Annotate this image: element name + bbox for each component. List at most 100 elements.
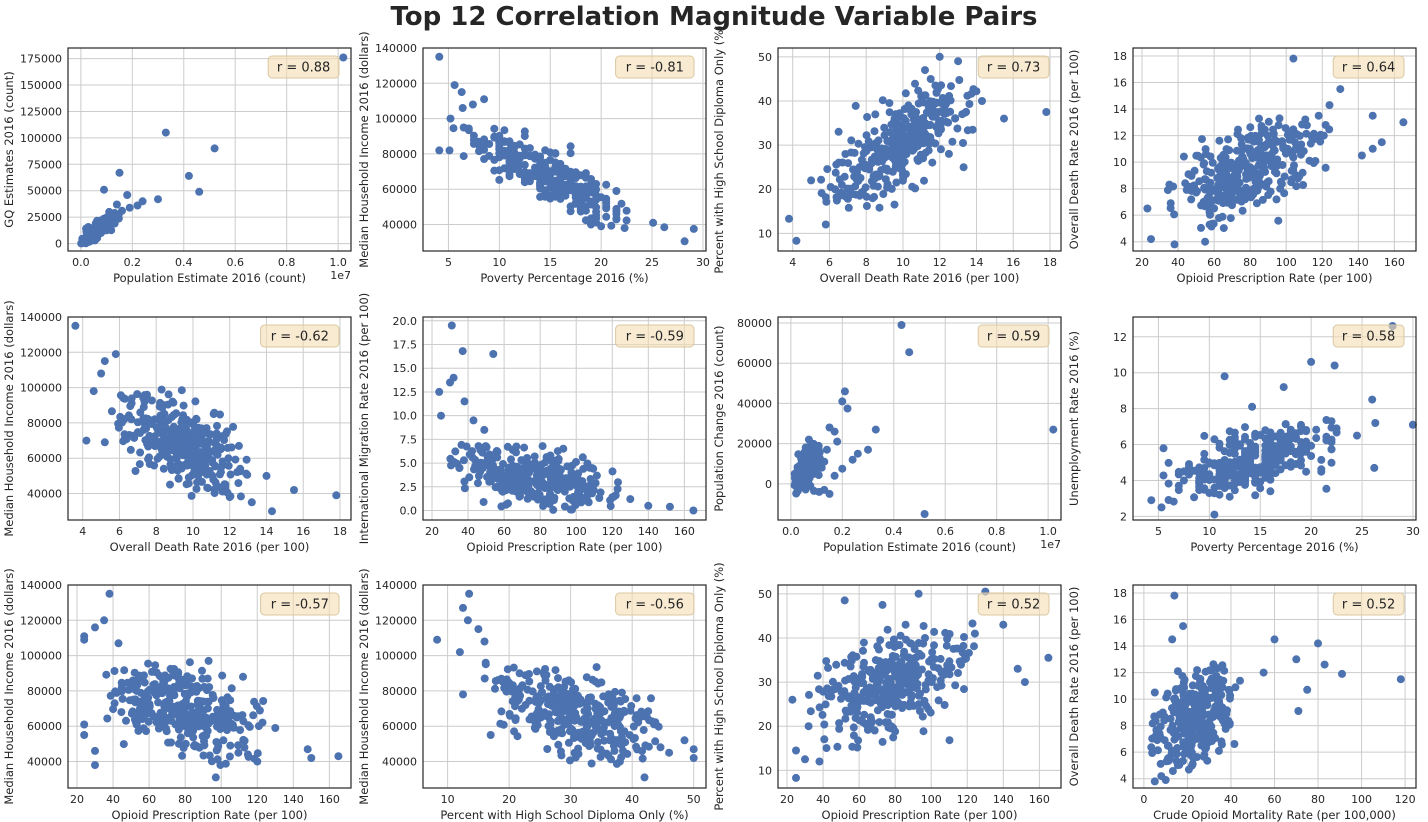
x-tick-label: 40 (1171, 256, 1185, 269)
data-point (541, 672, 550, 681)
data-point (100, 438, 109, 447)
data-point (925, 657, 934, 666)
x-tick-label: 12 (223, 525, 237, 538)
data-point (97, 369, 106, 378)
data-point (1294, 707, 1303, 715)
y-axis-label: Unemployment Rate 2016 (%) (1067, 331, 1081, 506)
data-point (1286, 129, 1295, 138)
data-point (133, 418, 142, 427)
data-point (875, 203, 884, 212)
y-tick-label: 17.5 (393, 339, 418, 352)
data-point (964, 648, 973, 657)
data-point (1226, 192, 1234, 201)
data-point (571, 173, 580, 182)
data-point (1234, 125, 1242, 134)
data-point (179, 401, 188, 410)
data-point (1214, 192, 1223, 201)
y-axis-label: Median Household Income 2016 (dollars) (2, 300, 16, 536)
data-point (451, 447, 460, 456)
data-point (117, 683, 126, 692)
data-point (141, 424, 150, 433)
data-point (332, 491, 341, 500)
data-point (157, 673, 166, 682)
data-point (581, 173, 590, 182)
data-point (617, 199, 626, 208)
data-point (1205, 489, 1214, 497)
data-point (1189, 733, 1198, 742)
data-point (240, 743, 249, 752)
data-point (1271, 442, 1280, 451)
data-point (224, 454, 233, 463)
x-tick-label: 30 (696, 256, 710, 269)
data-point (1302, 426, 1311, 434)
data-point (225, 493, 234, 502)
x-tick-label: 20 (780, 793, 794, 806)
data-point (586, 475, 595, 483)
data-point (1169, 182, 1178, 191)
data-point (871, 656, 880, 665)
x-tick-label: 10 (492, 256, 506, 269)
data-point (243, 470, 252, 479)
data-point (162, 704, 171, 713)
correlation-label: r = -0.62 (271, 330, 329, 345)
data-point (223, 443, 232, 452)
data-point (841, 706, 850, 715)
data-point (566, 474, 575, 483)
data-point (525, 144, 534, 153)
data-point (195, 684, 204, 692)
data-point (835, 719, 844, 728)
data-point (1321, 163, 1330, 172)
data-point (449, 124, 458, 133)
data-point (968, 125, 977, 134)
y-tick-label: 50000 (27, 185, 62, 198)
data-point (91, 746, 99, 755)
data-point (480, 135, 489, 144)
data-point (878, 96, 887, 105)
data-point (239, 672, 247, 681)
data-point (1168, 721, 1177, 730)
data-point (1147, 235, 1155, 244)
data-point (144, 659, 153, 668)
data-point (879, 190, 888, 198)
data-point (1164, 458, 1173, 467)
data-point (1166, 714, 1175, 723)
data-point (594, 679, 603, 688)
data-point (132, 686, 141, 695)
data-point (141, 710, 150, 719)
data-point (942, 641, 951, 650)
data-point (1188, 760, 1197, 768)
data-point (1276, 456, 1285, 465)
data-point (831, 168, 840, 177)
data-point (959, 641, 968, 650)
data-point (234, 748, 243, 757)
data-point (491, 677, 500, 685)
data-point (660, 223, 669, 232)
data-point (955, 76, 964, 84)
data-point (1274, 216, 1283, 225)
data-point (890, 137, 898, 146)
y-tick-label: 40000 (27, 756, 62, 769)
y-tick-label: 16 (1113, 76, 1127, 89)
data-point (476, 446, 485, 454)
y-axis-label: Population Change 2016 (count) (712, 325, 726, 511)
data-point (1291, 433, 1300, 442)
data-point (1327, 417, 1336, 426)
data-point (1257, 122, 1266, 130)
x-tick-label: 18 (1043, 256, 1057, 269)
data-point (1219, 224, 1228, 233)
x-tick-label: 20 (594, 256, 608, 269)
data-point (871, 425, 880, 434)
data-point (1180, 722, 1188, 731)
data-point (184, 689, 193, 698)
data-point (290, 486, 298, 494)
data-point (211, 462, 220, 471)
data-point (612, 204, 621, 213)
data-point (567, 468, 576, 477)
data-point (505, 158, 514, 167)
data-point (1195, 697, 1204, 706)
y-tick-label: 30 (758, 139, 772, 152)
data-point (867, 689, 876, 698)
data-point (218, 671, 227, 680)
data-point (185, 658, 194, 667)
data-point (887, 184, 896, 193)
